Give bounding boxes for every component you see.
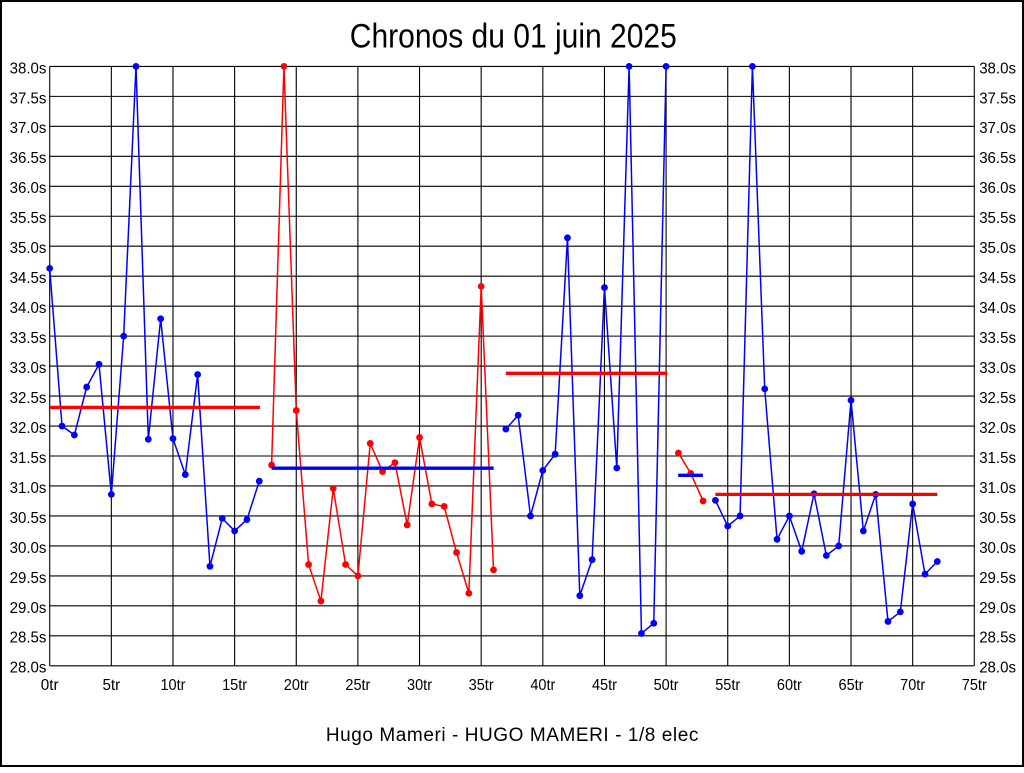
svg-text:34.0s: 34.0s bbox=[979, 300, 1016, 317]
svg-text:33.5s: 33.5s bbox=[10, 330, 47, 347]
svg-text:33.0s: 33.0s bbox=[10, 360, 47, 377]
svg-text:30.0s: 30.0s bbox=[979, 540, 1016, 557]
svg-text:29.5s: 29.5s bbox=[979, 570, 1016, 587]
svg-text:32.0s: 32.0s bbox=[979, 420, 1016, 437]
svg-text:15tr: 15tr bbox=[222, 677, 248, 694]
svg-text:30.5s: 30.5s bbox=[979, 510, 1016, 527]
svg-text:29.0s: 29.0s bbox=[979, 600, 1016, 617]
svg-text:60tr: 60tr bbox=[777, 677, 803, 694]
svg-text:35.0s: 35.0s bbox=[979, 240, 1016, 257]
svg-text:30.5s: 30.5s bbox=[10, 510, 47, 527]
svg-text:34.5s: 34.5s bbox=[10, 270, 47, 287]
svg-text:45tr: 45tr bbox=[592, 677, 618, 694]
svg-text:25tr: 25tr bbox=[345, 677, 371, 694]
svg-text:Chronos du 01 juin 2025: Chronos du 01 juin 2025 bbox=[350, 18, 677, 56]
svg-text:35tr: 35tr bbox=[469, 677, 495, 694]
svg-text:50tr: 50tr bbox=[654, 677, 680, 694]
svg-text:5tr: 5tr bbox=[102, 677, 120, 694]
svg-text:40tr: 40tr bbox=[530, 677, 556, 694]
svg-text:32.5s: 32.5s bbox=[979, 390, 1016, 407]
svg-text:38.0s: 38.0s bbox=[10, 60, 47, 77]
svg-text:70tr: 70tr bbox=[900, 677, 926, 694]
svg-text:28.5s: 28.5s bbox=[10, 630, 47, 647]
svg-text:31.5s: 31.5s bbox=[10, 450, 47, 467]
svg-text:33.0s: 33.0s bbox=[979, 360, 1016, 377]
svg-text:65tr: 65tr bbox=[839, 677, 865, 694]
svg-text:10tr: 10tr bbox=[160, 677, 186, 694]
svg-text:36.5s: 36.5s bbox=[979, 150, 1016, 167]
svg-text:31.5s: 31.5s bbox=[979, 450, 1016, 467]
svg-text:31.0s: 31.0s bbox=[979, 480, 1016, 497]
svg-text:0tr: 0tr bbox=[41, 677, 59, 694]
svg-text:38.0s: 38.0s bbox=[979, 60, 1016, 77]
svg-text:28.5s: 28.5s bbox=[979, 630, 1016, 647]
svg-text:29.0s: 29.0s bbox=[10, 600, 47, 617]
svg-text:36.0s: 36.0s bbox=[979, 180, 1016, 197]
svg-text:36.0s: 36.0s bbox=[10, 180, 47, 197]
svg-text:20tr: 20tr bbox=[284, 677, 310, 694]
svg-text:32.0s: 32.0s bbox=[10, 420, 47, 437]
svg-text:29.5s: 29.5s bbox=[10, 570, 47, 587]
svg-text:31.0s: 31.0s bbox=[10, 480, 47, 497]
svg-text:30.0s: 30.0s bbox=[10, 540, 47, 557]
svg-text:35.0s: 35.0s bbox=[10, 240, 47, 257]
svg-text:34.0s: 34.0s bbox=[10, 300, 47, 317]
svg-text:37.0s: 37.0s bbox=[10, 120, 47, 137]
svg-text:35.5s: 35.5s bbox=[10, 210, 47, 227]
svg-text:28.0s: 28.0s bbox=[979, 660, 1016, 677]
svg-text:Hugo Mameri - HUGO MAMERI - 1/: Hugo Mameri - HUGO MAMERI - 1/8 elec bbox=[326, 725, 699, 746]
svg-text:35.5s: 35.5s bbox=[979, 210, 1016, 227]
svg-text:75tr: 75tr bbox=[962, 677, 988, 694]
svg-text:34.5s: 34.5s bbox=[979, 270, 1016, 287]
svg-text:37.5s: 37.5s bbox=[979, 90, 1016, 107]
svg-text:30tr: 30tr bbox=[407, 677, 433, 694]
svg-text:36.5s: 36.5s bbox=[10, 150, 47, 167]
svg-text:55tr: 55tr bbox=[715, 677, 741, 694]
svg-text:28.0s: 28.0s bbox=[10, 660, 47, 677]
svg-text:32.5s: 32.5s bbox=[10, 390, 47, 407]
svg-text:33.5s: 33.5s bbox=[979, 330, 1016, 347]
svg-text:37.0s: 37.0s bbox=[979, 120, 1016, 137]
svg-text:37.5s: 37.5s bbox=[10, 90, 47, 107]
